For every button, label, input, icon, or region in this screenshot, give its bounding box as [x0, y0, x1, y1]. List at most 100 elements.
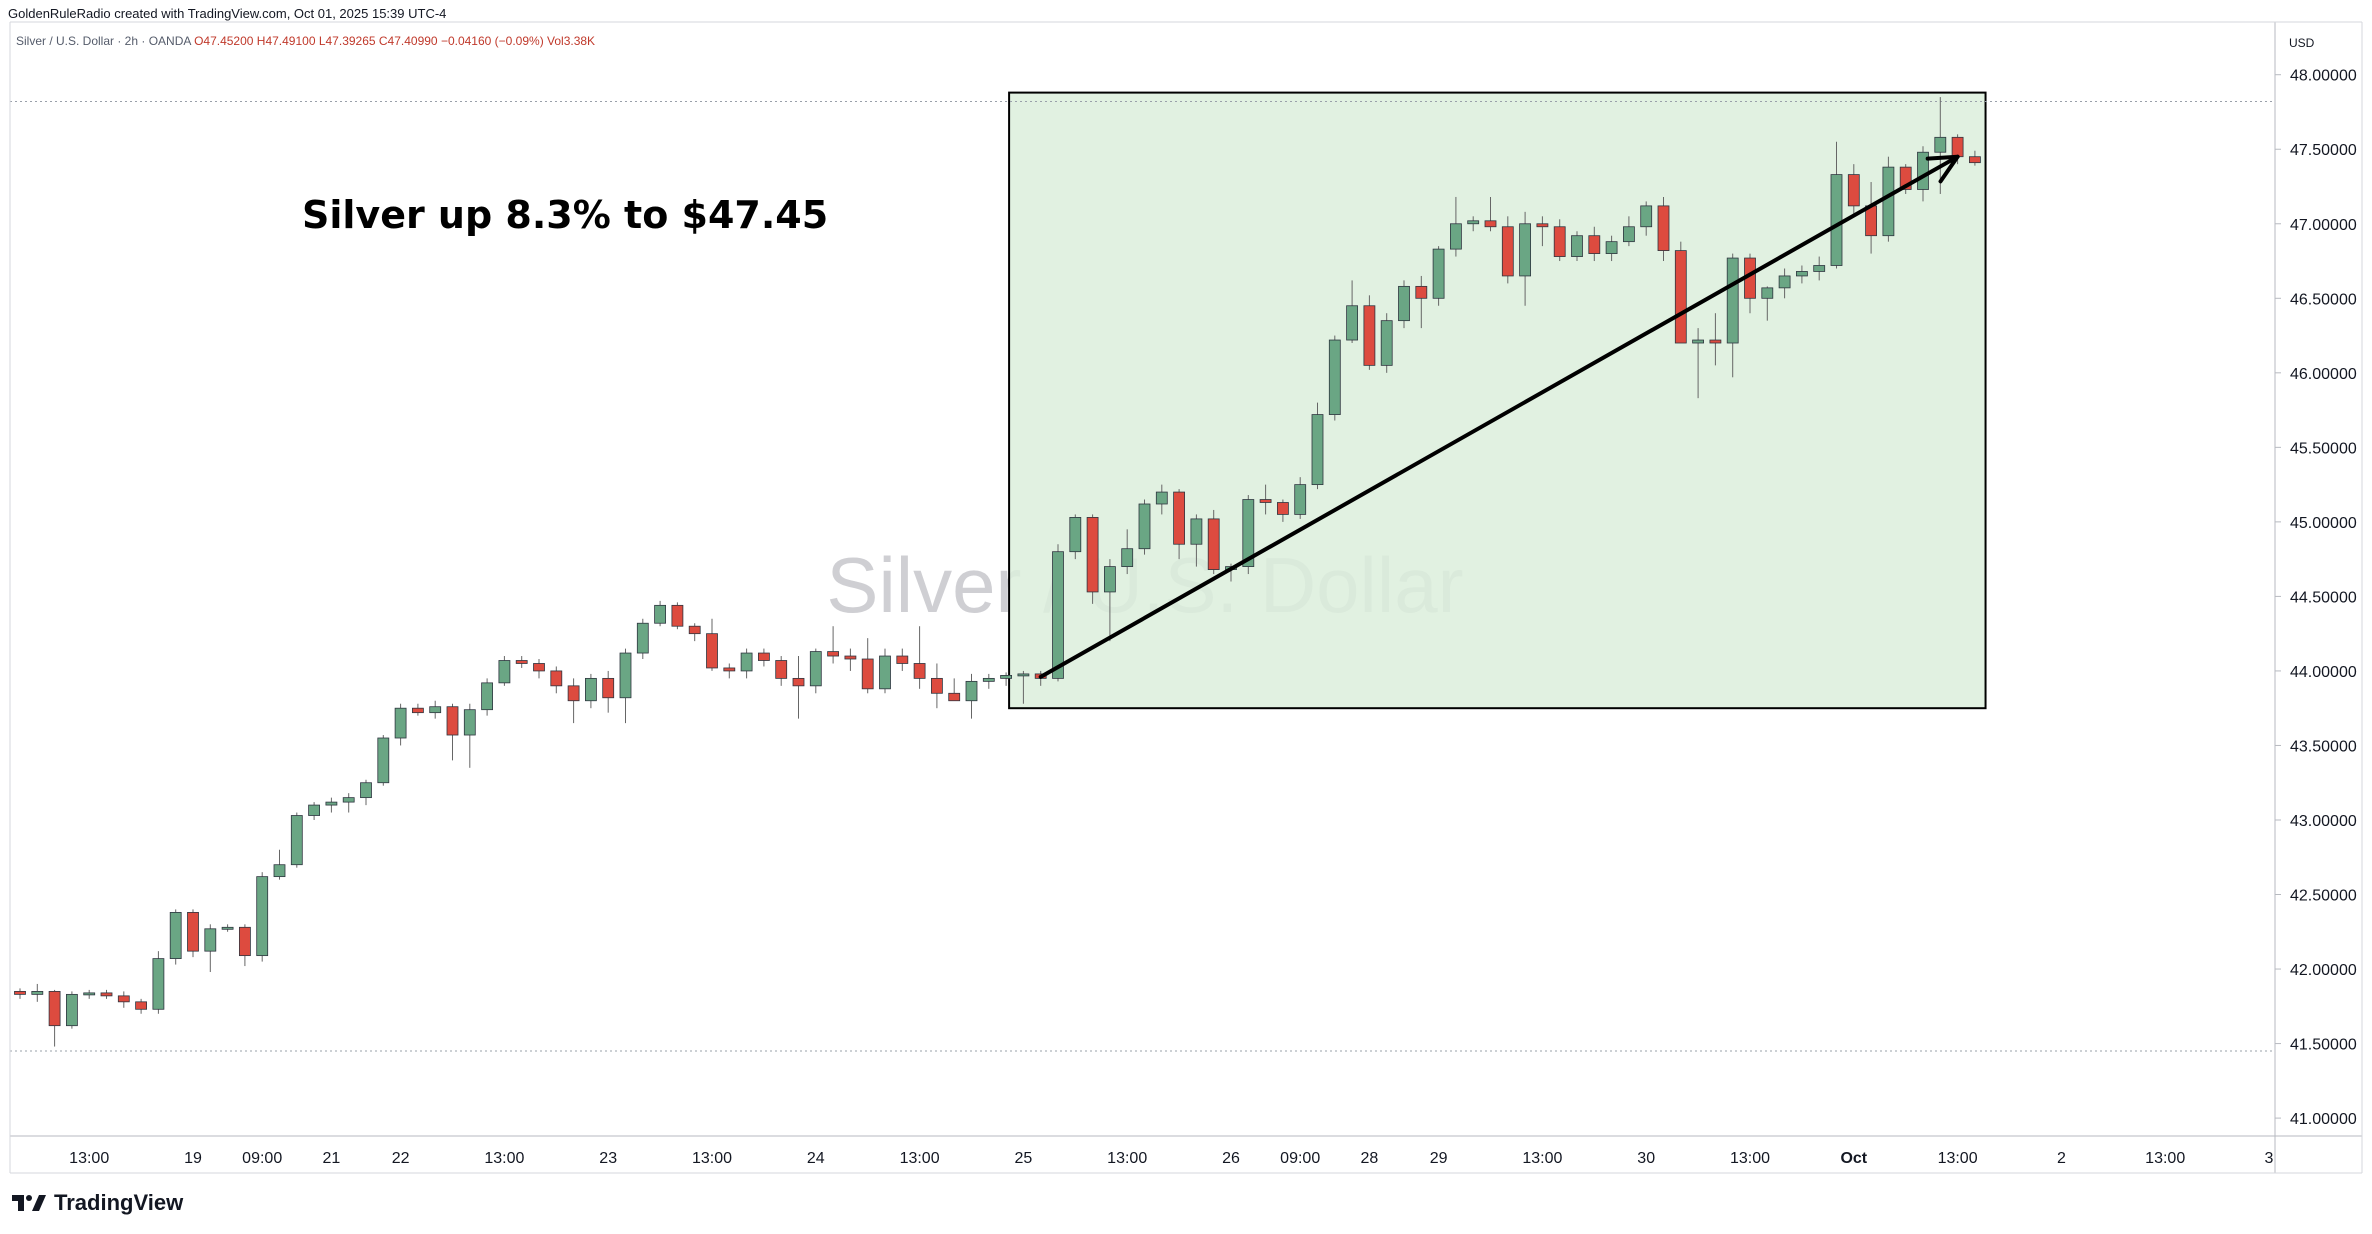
candle-down [1086, 517, 1099, 593]
candle-down [706, 633, 718, 669]
y-tick-label: 47.00000 [2290, 217, 2357, 234]
candle-down [446, 706, 459, 736]
x-tick-label: 13:00 [692, 1150, 732, 1167]
x-tick-label: 22 [392, 1150, 410, 1167]
symbol-legend[interactable]: Silver / U.S. Dollar · 2h · OANDA O47.45… [16, 34, 595, 48]
tradingview-icon [12, 1195, 46, 1211]
candle-up [429, 706, 442, 714]
candle-up [740, 652, 753, 672]
candle-down [758, 652, 770, 661]
candle-up [31, 990, 44, 995]
candle-up [585, 677, 597, 702]
candle-down [671, 604, 684, 627]
x-tick-label: 13:00 [2145, 1150, 2185, 1167]
candle-up [394, 707, 407, 739]
y-tick-label: 43.00000 [2290, 813, 2357, 830]
x-tick-label: 13:00 [1522, 1150, 1562, 1167]
candle-down [792, 677, 805, 687]
candle-up [1380, 320, 1393, 366]
x-tick-label: 26 [1222, 1150, 1240, 1167]
candle-down [1847, 174, 1860, 207]
y-tick-label: 47.50000 [2290, 142, 2357, 159]
symbol-name[interactable]: Silver / U.S. Dollar · 2h · OANDA [16, 34, 191, 48]
tradingview-logo[interactable]: TradingView [12, 1190, 183, 1216]
candle-down [515, 660, 528, 664]
candle-down [688, 625, 701, 635]
candle-up [360, 782, 372, 799]
candle-down [238, 926, 251, 957]
candle-up [1830, 174, 1843, 266]
candle-down [533, 663, 545, 672]
x-tick-label: 25 [1015, 1150, 1033, 1167]
x-tick-label: 09:00 [1280, 1150, 1320, 1167]
candle-up [1138, 503, 1151, 550]
candle-down [1207, 518, 1220, 570]
y-tick-label: 46.00000 [2290, 366, 2357, 383]
candle-up [1640, 205, 1653, 228]
candle-down [1484, 220, 1497, 228]
x-tick-label: 3 [2265, 1150, 2274, 1167]
candle-up [325, 801, 338, 806]
candle-down [913, 663, 926, 679]
candle-up [83, 992, 96, 996]
x-tick-label: 28 [1361, 1150, 1379, 1167]
x-tick-label: 24 [807, 1150, 825, 1167]
x-tick-label: 09:00 [242, 1150, 282, 1167]
currency-label[interactable]: USD [2289, 36, 2315, 50]
x-tick-label: 19 [184, 1150, 202, 1167]
candle-up [1778, 275, 1791, 289]
candle-down [723, 667, 736, 672]
candle-down [1865, 205, 1877, 237]
candle-up [982, 677, 995, 682]
trend-arrow-line [1038, 154, 1960, 679]
candle-down [550, 670, 563, 687]
y-tick-label: 46.50000 [2290, 291, 2357, 308]
candle-up [879, 655, 891, 690]
candle-down [861, 658, 874, 690]
x-tick-label: 13:00 [1938, 1150, 1978, 1167]
candle-down [931, 677, 943, 694]
trend-arrow-head [1925, 154, 1960, 184]
candle-up [1571, 235, 1583, 257]
candle-down [896, 655, 909, 664]
x-tick-label: 30 [1637, 1150, 1655, 1167]
candle-up [1052, 551, 1064, 679]
candle-up [1450, 223, 1462, 250]
candle-down [1173, 491, 1185, 545]
brand-name: TradingView [54, 1190, 184, 1215]
candle-up [66, 993, 78, 1027]
candle-down [411, 707, 424, 714]
candle-up [1121, 548, 1134, 567]
candle-up [1242, 499, 1255, 567]
candle-down [1259, 499, 1272, 503]
x-tick-label: 13:00 [69, 1150, 109, 1167]
candle-up [1190, 518, 1203, 545]
candle-down [1277, 502, 1289, 515]
candle-up [1761, 287, 1774, 299]
candle-up [273, 864, 286, 878]
candle-up [1398, 285, 1410, 322]
candle-up [1069, 517, 1082, 553]
candle-up [498, 660, 511, 684]
candle-up [1467, 220, 1480, 225]
x-tick-label: 21 [323, 1150, 341, 1167]
candle-up [1796, 271, 1808, 277]
x-tick-label: 13:00 [900, 1150, 940, 1167]
candle-up [809, 651, 822, 687]
candle-up [290, 815, 303, 866]
candle-up [377, 737, 390, 784]
candle-down [844, 655, 857, 660]
candle-down [1536, 223, 1549, 228]
x-tick-label: 29 [1430, 1150, 1448, 1167]
candle-down [602, 677, 615, 699]
candle-down [1674, 250, 1687, 344]
candle-down [1415, 285, 1428, 299]
y-tick-label: 43.50000 [2290, 738, 2357, 755]
candle-down [135, 1001, 148, 1010]
candle-down [48, 990, 61, 1027]
y-tick-label: 48.00000 [2290, 68, 2357, 85]
candle-up [619, 652, 632, 699]
candle-down [1363, 305, 1376, 366]
y-tick-label: 41.00000 [2290, 1111, 2357, 1128]
